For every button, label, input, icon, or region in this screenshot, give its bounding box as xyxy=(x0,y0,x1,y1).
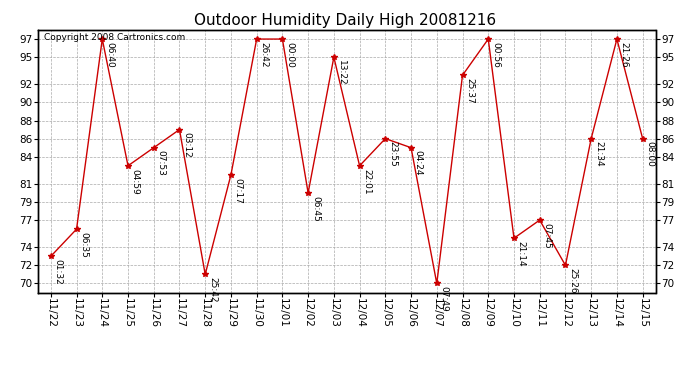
Text: 21:26: 21:26 xyxy=(620,42,629,68)
Text: 04:59: 04:59 xyxy=(131,168,140,194)
Text: 01:32: 01:32 xyxy=(54,259,63,285)
Text: Copyright 2008 Cartronics.com: Copyright 2008 Cartronics.com xyxy=(44,33,186,42)
Text: 00:00: 00:00 xyxy=(285,42,294,68)
Text: 04:24: 04:24 xyxy=(414,150,423,176)
Text: 07:45: 07:45 xyxy=(542,223,551,249)
Text: 25:37: 25:37 xyxy=(465,78,474,104)
Text: 00:56: 00:56 xyxy=(491,42,500,68)
Text: 06:40: 06:40 xyxy=(105,42,114,68)
Text: 03:12: 03:12 xyxy=(182,132,191,158)
Text: 21:34: 21:34 xyxy=(594,141,603,167)
Text: 21:14: 21:14 xyxy=(517,241,526,267)
Text: 07:53: 07:53 xyxy=(157,150,166,176)
Text: 26:42: 26:42 xyxy=(259,42,268,68)
Text: 06:35: 06:35 xyxy=(79,232,88,258)
Text: 22:01: 22:01 xyxy=(362,168,371,194)
Text: 25:42: 25:42 xyxy=(208,277,217,303)
Text: 08:00: 08:00 xyxy=(645,141,654,167)
Text: 25:26: 25:26 xyxy=(569,268,578,294)
Text: 07:17: 07:17 xyxy=(234,178,243,204)
Text: 23:55: 23:55 xyxy=(388,141,397,167)
Text: 06:45: 06:45 xyxy=(311,196,320,222)
Text: Outdoor Humidity Daily High 20081216: Outdoor Humidity Daily High 20081216 xyxy=(194,13,496,28)
Text: 13:22: 13:22 xyxy=(337,60,346,86)
Text: 07:49: 07:49 xyxy=(440,286,449,312)
